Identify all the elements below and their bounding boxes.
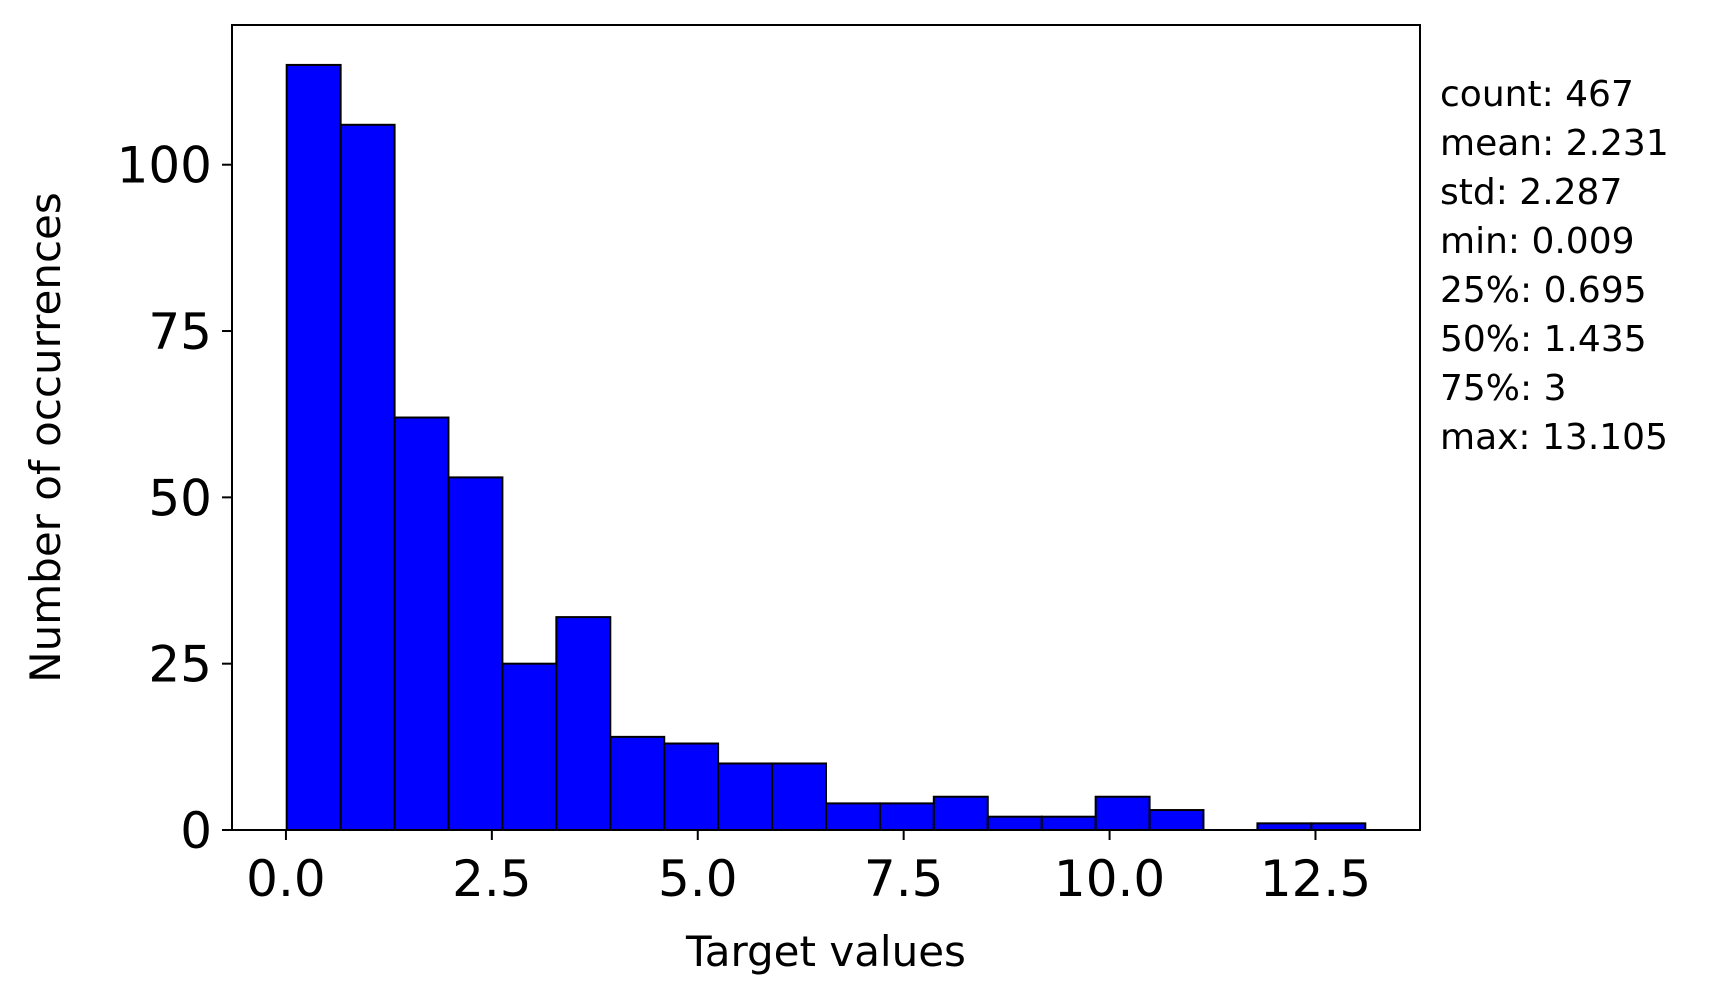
- histogram-bar: [932, 795, 989, 831]
- histogram-bar: [771, 762, 828, 831]
- stats-line: count: 467: [1440, 74, 1634, 115]
- histogram-bar: [1094, 795, 1151, 831]
- histogram-bar: [555, 616, 612, 831]
- stats-line: min: 0.009: [1440, 221, 1635, 262]
- histogram-bar: [1040, 815, 1097, 831]
- x-axis: 0.0 2.5 5.0 7.5 10.0 12.5: [246, 830, 1371, 908]
- histogram-bar: [609, 735, 666, 831]
- x-tick-label: 2.5: [452, 850, 532, 908]
- histogram-bar: [663, 742, 720, 831]
- y-tick-label: 100: [117, 137, 212, 195]
- x-tick-label: 10.0: [1054, 850, 1165, 908]
- bars-layer: [285, 63, 1367, 831]
- stats-line: 75%: 3: [1440, 368, 1567, 409]
- stats-line: 50%: 1.435: [1440, 319, 1647, 360]
- stats-line: mean: 2.231: [1440, 123, 1669, 164]
- histogram-bar: [1148, 809, 1205, 831]
- y-tick-label: 75: [148, 303, 212, 361]
- histogram-bar: [878, 802, 935, 831]
- y-tick-label: 0: [180, 802, 212, 860]
- stats-line: std: 2.287: [1440, 172, 1622, 213]
- y-tick-label: 25: [148, 636, 212, 694]
- stats-annotation: count: 467 mean: 2.231 std: 2.287 min: 0.00…: [1440, 74, 1669, 458]
- histogram-bar: [501, 662, 558, 831]
- y-axis: 0 25 50 75 100: [117, 137, 232, 860]
- histogram-bar: [393, 416, 450, 831]
- stats-line: 25%: 0.695: [1440, 270, 1647, 311]
- x-tick-label: 7.5: [864, 850, 944, 908]
- y-axis-label: Number of occurrences: [21, 192, 70, 683]
- x-tick-label: 12.5: [1260, 850, 1371, 908]
- histogram-bar: [717, 762, 774, 831]
- x-tick-label: 0.0: [246, 850, 326, 908]
- histogram-bar: [339, 123, 396, 831]
- histogram-bar: [285, 63, 342, 831]
- plot-frame: [231, 24, 1421, 831]
- histogram-bar: [447, 476, 504, 831]
- x-axis-label: Target values: [685, 927, 966, 976]
- stats-line: max: 13.105: [1440, 417, 1668, 458]
- y-tick-label: 50: [148, 469, 212, 527]
- x-tick-label: 5.0: [658, 850, 738, 908]
- histogram-bar: [986, 815, 1043, 831]
- histogram-bar: [825, 802, 881, 831]
